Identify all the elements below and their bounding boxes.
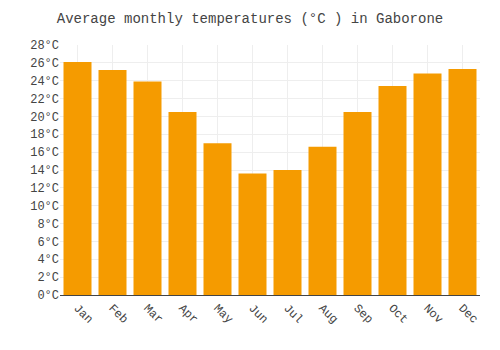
svg-text:Aug: Aug <box>315 302 340 327</box>
svg-text:Apr: Apr <box>175 302 200 327</box>
svg-text:Jun: Jun <box>245 302 270 327</box>
svg-text:16°C: 16°C <box>30 146 59 160</box>
svg-text:Dec: Dec <box>455 302 480 327</box>
svg-text:0°C: 0°C <box>37 289 59 303</box>
svg-text:2°C: 2°C <box>37 271 59 285</box>
svg-text:24°C: 24°C <box>30 75 59 89</box>
svg-text:4°C: 4°C <box>37 253 59 267</box>
svg-text:12°C: 12°C <box>30 182 59 196</box>
svg-text:10°C: 10°C <box>30 200 59 214</box>
svg-text:14°C: 14°C <box>30 164 59 178</box>
svg-text:Sep: Sep <box>350 302 375 327</box>
svg-text:Oct: Oct <box>385 302 410 327</box>
svg-text:Average monthly temperatures (: Average monthly temperatures (°C ) in Ga… <box>57 11 443 27</box>
svg-text:18°C: 18°C <box>30 128 59 142</box>
svg-text:Mar: Mar <box>140 302 165 327</box>
svg-text:Jan: Jan <box>70 302 95 327</box>
svg-text:6°C: 6°C <box>37 236 59 250</box>
svg-text:26°C: 26°C <box>30 57 59 71</box>
svg-text:Jul: Jul <box>280 302 305 327</box>
svg-text:8°C: 8°C <box>37 218 59 232</box>
svg-text:22°C: 22°C <box>30 93 59 107</box>
svg-text:Nov: Nov <box>420 302 445 327</box>
svg-text:20°C: 20°C <box>30 111 59 125</box>
svg-text:28°C: 28°C <box>30 39 59 53</box>
svg-text:Feb: Feb <box>105 302 130 327</box>
svg-text:May: May <box>210 302 235 327</box>
